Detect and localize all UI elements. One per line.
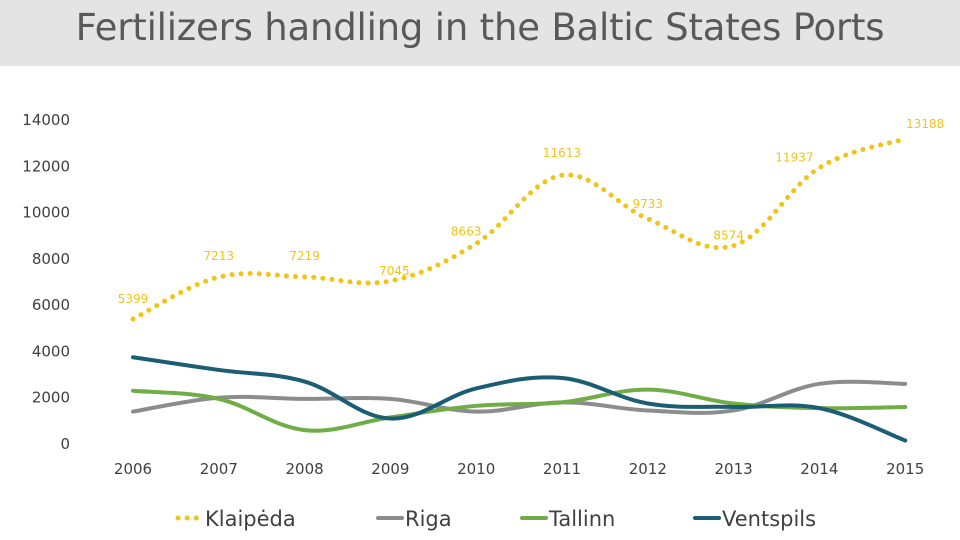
data-label: 5399 <box>118 292 149 306</box>
y-tick-label: 8000 <box>32 250 70 268</box>
series-line-klaipda <box>130 136 908 322</box>
x-tick-label: 2009 <box>371 460 409 478</box>
y-tick-label: 14000 <box>22 111 70 129</box>
series-line-riga <box>131 379 908 415</box>
data-label: 7045 <box>379 264 410 278</box>
series-line-ventspils <box>131 355 908 443</box>
x-tick-label: 2015 <box>886 460 924 478</box>
x-tick-label: 2014 <box>800 460 838 478</box>
data-label: 7213 <box>204 249 235 263</box>
data-label: 11613 <box>543 146 581 160</box>
x-tick-label: 2013 <box>715 460 753 478</box>
data-label: 13188 <box>906 117 944 131</box>
x-tick-label: 2010 <box>457 460 495 478</box>
data-label: 11937 <box>775 151 813 165</box>
y-tick-label: 0 <box>60 435 70 453</box>
chart-title: Fertilizers handling in the Baltic State… <box>75 6 885 49</box>
x-tick-label: 2011 <box>543 460 581 478</box>
x-tick-label: 2008 <box>286 460 324 478</box>
x-tick-label: 2012 <box>629 460 667 478</box>
data-label: 8574 <box>713 229 744 243</box>
data-label: 8663 <box>451 225 482 239</box>
y-tick-label: 2000 <box>32 389 70 407</box>
data-label: 9733 <box>633 197 664 211</box>
y-tick-label: 12000 <box>22 157 70 175</box>
legend-label-ventspils: Ventspils <box>722 507 816 531</box>
y-tick-label: 10000 <box>22 204 70 222</box>
x-tick-label: 2007 <box>200 460 238 478</box>
x-tick-label: 2006 <box>114 460 152 478</box>
y-tick-label: 6000 <box>32 296 70 314</box>
data-label: 7219 <box>289 249 320 263</box>
legend-label-klaipda: Klaipėda <box>205 507 296 531</box>
y-tick-label: 4000 <box>32 342 70 360</box>
legend-label-riga: Riga <box>405 507 452 531</box>
title-bar <box>0 0 960 66</box>
legend-label-tallinn: Tallinn <box>548 507 615 531</box>
